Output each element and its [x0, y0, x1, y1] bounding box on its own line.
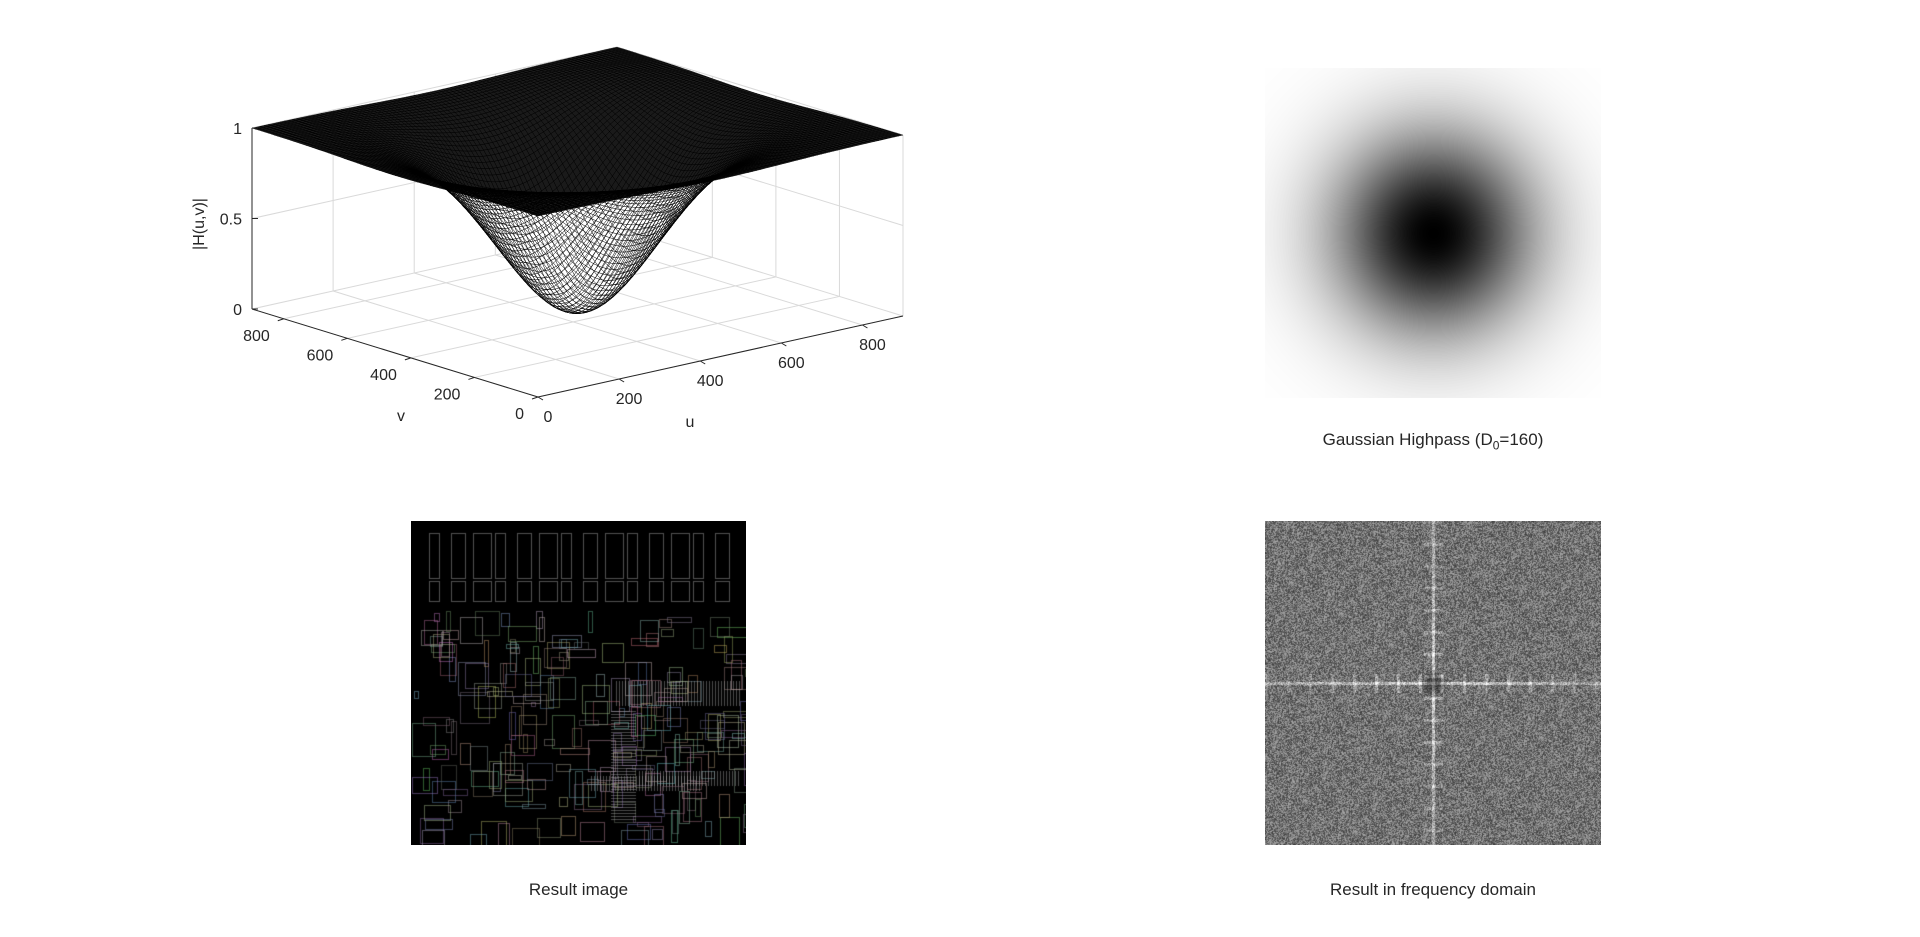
floor-grid-line-v [283, 237, 649, 320]
v-axis-line [251, 308, 539, 398]
v-tick-label: 0 [515, 406, 524, 423]
u-tick-mark [699, 360, 706, 365]
v-tick-label: 800 [243, 328, 270, 345]
floor-grid-line-v [474, 295, 840, 378]
z-tick-label: 0.5 [220, 212, 242, 229]
result-frequency-image [1265, 521, 1601, 845]
v-tick-mark [277, 318, 284, 322]
u-tick-mark [537, 396, 544, 401]
floor-grid-line-v [347, 256, 713, 339]
zlabel: |H(u,v)| [191, 198, 208, 250]
result-frequency-title: Result in frequency domain [1329, 880, 1536, 899]
u-tick-label: 400 [697, 373, 724, 390]
z-tick-label: 0 [233, 302, 242, 319]
u-axis-line [537, 315, 904, 398]
v-tick-label: 600 [307, 347, 334, 364]
u-tick-label: 800 [859, 337, 886, 354]
back-wall-grid-z [251, 46, 618, 129]
v-tick-label: 400 [370, 367, 397, 384]
surface-mesh [251, 46, 904, 314]
u-tick-label: 0 [544, 409, 553, 426]
u-tick-mark [618, 378, 625, 383]
side-wall-grid-z [616, 46, 904, 136]
gaussian-highpass-image [1265, 68, 1601, 398]
u-tick-label: 200 [616, 391, 643, 408]
u-tick-mark [862, 324, 868, 329]
v-tick-mark [531, 396, 539, 400]
u-tick-label: 600 [778, 355, 805, 372]
u-tick-mark [781, 342, 787, 347]
back-wall-grid-z [251, 227, 618, 310]
z-tick-label: 1 [233, 121, 242, 138]
side-wall-grid-z [616, 227, 904, 317]
floor-grid-line-u [414, 272, 701, 362]
floor-grid-line-u [495, 254, 782, 344]
v-tick-mark [341, 337, 348, 341]
v-tick-mark [404, 357, 412, 361]
result-image [411, 521, 746, 845]
v-tick-mark [468, 376, 475, 380]
floor-grid-line-v [410, 276, 776, 359]
ylabel: v [397, 408, 405, 425]
xlabel: u [686, 414, 695, 431]
result-image-title: Result image [528, 880, 629, 899]
floor-grid-line-u [576, 236, 863, 326]
gaussian-highpass-title: Gaussian Highpass (D0=160) [1322, 430, 1544, 453]
v-tick-label: 200 [434, 386, 461, 403]
floor-grid-line-u [332, 290, 620, 380]
